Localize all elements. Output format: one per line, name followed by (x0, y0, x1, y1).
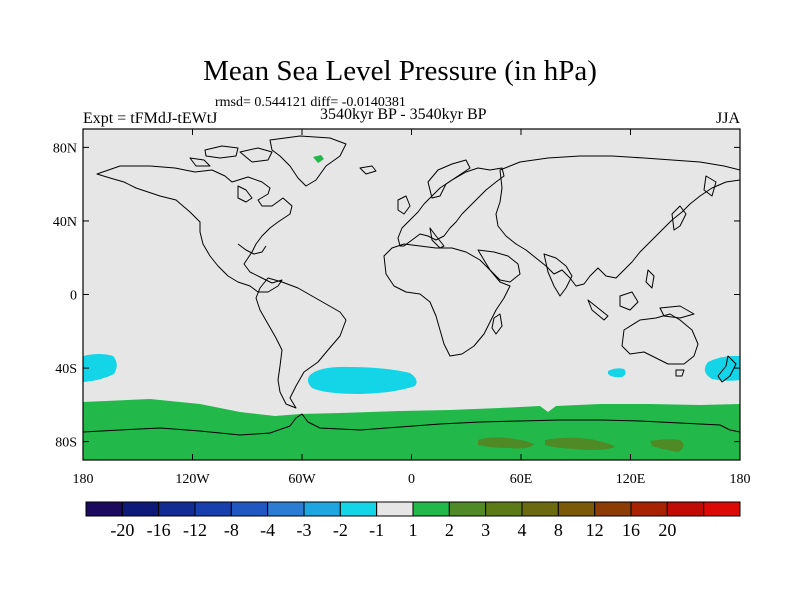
colorbar-label: 2 (444, 520, 454, 540)
colorbar-box (267, 501, 305, 517)
colorbar-box (303, 501, 341, 517)
coast-italy (429, 227, 445, 249)
lat-label: 80S (55, 436, 77, 451)
period-label: 3540kyr BP - 3540kyr BP (320, 106, 487, 123)
coast-borneo (619, 291, 639, 311)
colorbar-label: -1 (369, 520, 385, 540)
colorbar (85, 501, 741, 517)
colorbar-label: 1 (408, 520, 418, 540)
lat-label: 80N (53, 141, 77, 156)
coast-africa (383, 243, 511, 357)
colorbar-label: -16 (146, 520, 171, 540)
colorbar-box (339, 501, 378, 517)
colorbar-box (121, 501, 160, 517)
south-pacific-negative-west (83, 354, 117, 382)
colorbar-box (703, 501, 741, 517)
coast-greenland (269, 135, 347, 187)
colorbar-label: -4 (260, 520, 276, 540)
coast-uk (397, 195, 411, 215)
colorbar-label: -3 (296, 520, 312, 540)
colorbar-label: -8 (223, 520, 239, 540)
coast-gulf (237, 243, 267, 255)
colorbar-box (630, 501, 668, 517)
east-antarctic-patch-1 (478, 437, 534, 449)
coast-philippines (645, 269, 655, 289)
coast-india (543, 253, 573, 297)
coast-sumatra (587, 299, 609, 321)
colorbar-label: -2 (332, 520, 348, 540)
coastlines (83, 135, 740, 436)
colorbar-box (485, 501, 523, 517)
coast-scandinavia (427, 159, 471, 199)
lon-label: 120W (175, 472, 210, 487)
colorbar-box (557, 501, 596, 517)
colorbar-box (376, 501, 414, 517)
lat-label: 40N (53, 215, 77, 230)
lon-label: 180 (730, 472, 751, 487)
colorbar-box (194, 501, 232, 517)
coast-south-america (255, 277, 347, 409)
plot-title: Mean Sea Level Pressure (in hPa) (203, 55, 597, 87)
lat-label: 40S (55, 362, 77, 377)
lon-label: 0 (408, 472, 415, 487)
lat-label: 0 (70, 289, 77, 304)
coast-asia (495, 155, 740, 287)
south-atlantic-negative (307, 366, 417, 394)
coast-hudson-bay (237, 185, 253, 203)
lon-label: 180 (73, 472, 94, 487)
colorbar-box (158, 501, 196, 517)
colorbar-label: -12 (183, 520, 207, 540)
colorbar-label: 12 (585, 520, 604, 540)
experiment-label: Expt = tFMdJ-tEWtJ (83, 110, 218, 127)
east-antarctic-patch-2 (545, 437, 615, 451)
colorbar-label: 4 (517, 520, 527, 540)
field-layer (83, 129, 740, 460)
colorbar-label: -20 (110, 520, 135, 540)
coast-arctic-islands-2 (239, 147, 273, 163)
coast-arctic-islands-3 (189, 157, 211, 167)
colorbar-label: 8 (553, 520, 563, 540)
lon-label: 120E (616, 472, 646, 487)
colorbar-label: 3 (481, 520, 491, 540)
coast-arabia (477, 249, 521, 283)
latitude-axis: 80N 40N 0 40S 80S (53, 141, 740, 451)
coast-japan (671, 205, 687, 231)
coast-tasmania (675, 369, 685, 377)
coast-madagascar (491, 313, 503, 335)
colorbar-label: 20 (658, 520, 677, 540)
coast-australia (621, 313, 699, 365)
coast-kamchatka (703, 175, 717, 197)
coast-new-zealand (717, 355, 737, 383)
coast-iceland (359, 165, 377, 175)
rmsd-subtitle: rmsd= 0.544121 diff= -0.0140381 (215, 95, 406, 110)
season-label: JJA (715, 110, 740, 127)
longitude-axis: 180 120W 60W 0 60E 120E 180 (73, 129, 751, 487)
coast-north-america (96, 165, 293, 293)
colorbar-box (521, 501, 559, 517)
colorbar-box (594, 501, 632, 517)
lon-label: 60E (510, 472, 533, 487)
greenland-positive (313, 155, 324, 163)
south-indian-negative (608, 368, 626, 378)
colorbar-box (230, 501, 269, 517)
coast-new-guinea (659, 305, 695, 319)
colorbar-label: 16 (622, 520, 640, 540)
colorbar-box (666, 501, 705, 517)
colorbar-box (85, 501, 123, 517)
coast-arctic-islands-1 (204, 145, 239, 159)
east-antarctic-patch-3 (650, 439, 684, 452)
coast-antarctica (83, 413, 740, 436)
lon-label: 60W (288, 472, 316, 487)
colorbar-box (412, 501, 450, 517)
colorbar-box (448, 501, 487, 517)
